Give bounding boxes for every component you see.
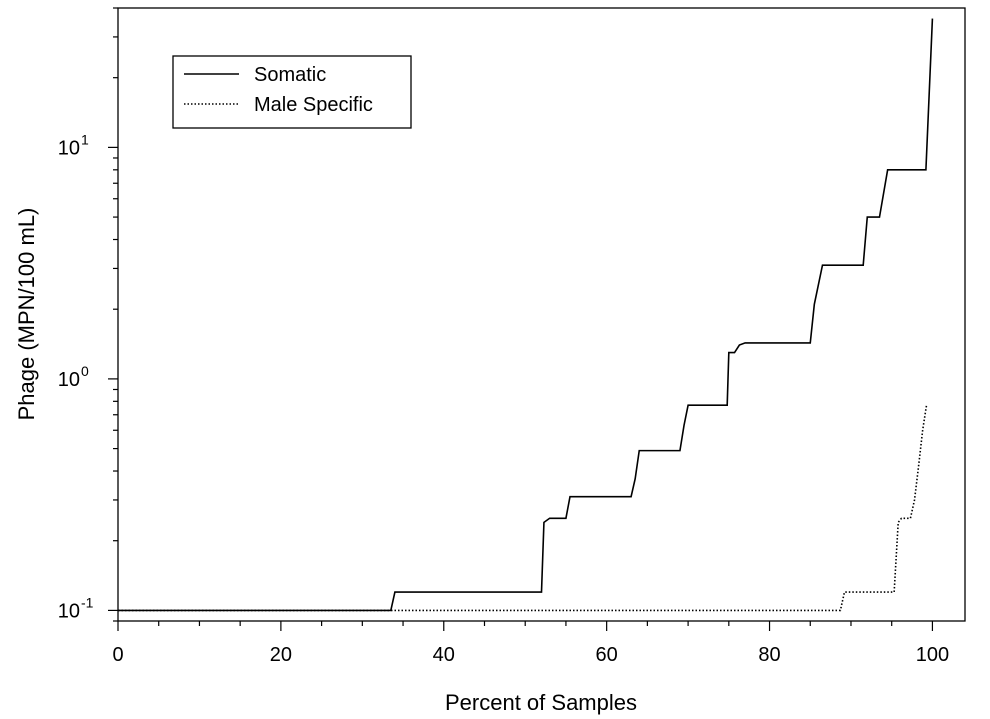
x-axis-title: Percent of Samples: [445, 690, 637, 715]
y-tick-label-exponent: -1: [81, 594, 94, 610]
plot-frame: [117, 7, 966, 622]
legend-label-male-specific: Male Specific: [254, 94, 373, 116]
x-tick-label: 0: [112, 644, 123, 666]
x-axis: 0 20 40 60 80 100: [112, 621, 949, 666]
y-tick-label-exponent: 0: [81, 363, 89, 379]
y-tick-label: 10: [58, 369, 80, 391]
x-tick-label: 20: [270, 644, 292, 666]
legend-label-somatic: Somatic: [254, 64, 326, 86]
y-tick-label: 10: [58, 137, 80, 159]
legend: Somatic Male Specific: [172, 55, 412, 129]
y-tick-label-exponent: 1: [81, 131, 89, 147]
series-line-male-specific: [118, 403, 928, 612]
x-tick-label: 40: [433, 644, 455, 666]
y-axis-title: Phage (MPN/100 mL): [14, 208, 39, 421]
series-line-somatic: [118, 18, 934, 612]
x-tick-label: 100: [916, 644, 949, 666]
y-tick-label: 10: [58, 600, 80, 622]
x-tick-label: 60: [596, 644, 618, 666]
x-tick-label: 80: [758, 644, 780, 666]
legend-box: [172, 55, 412, 129]
series-layer: [118, 18, 934, 612]
